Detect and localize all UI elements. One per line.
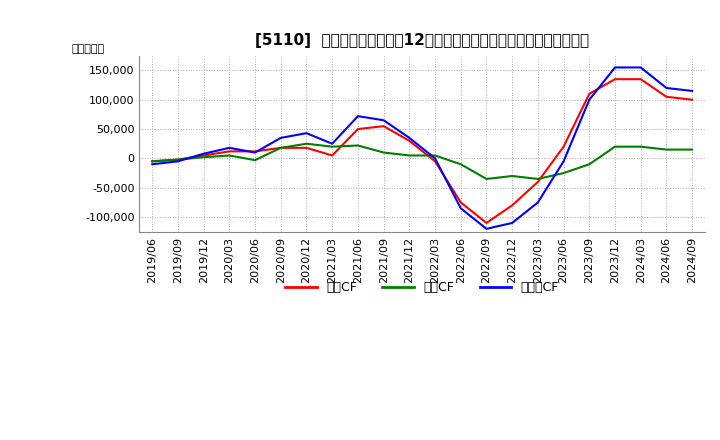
Title: [5110]  キャッシュフローの12か月移動合計の対前年同期増減額の推移: [5110] キャッシュフローの12か月移動合計の対前年同期増減額の推移 — [255, 33, 589, 48]
Text: （百万円）: （百万円） — [72, 44, 105, 54]
Legend: 営業CF, 投資CF, フリーCF: 営業CF, 投資CF, フリーCF — [280, 276, 564, 300]
